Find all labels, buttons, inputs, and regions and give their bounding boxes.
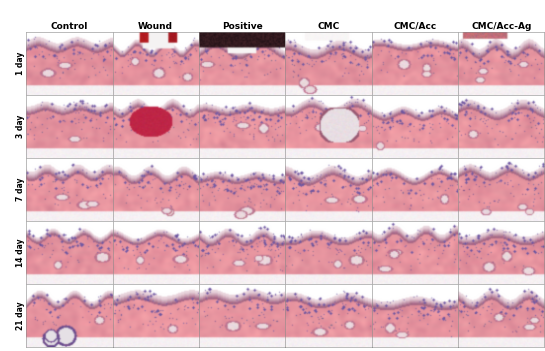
Text: 7 day: 7 day — [16, 178, 25, 201]
Text: 21 day: 21 day — [16, 302, 25, 330]
Text: Control: Control — [51, 21, 88, 31]
Text: CMC/Acc: CMC/Acc — [393, 21, 437, 31]
Text: Positive: Positive — [222, 21, 263, 31]
Text: 14 day: 14 day — [16, 238, 25, 267]
Text: CMC/Acc-Ag: CMC/Acc-Ag — [471, 21, 531, 31]
Text: 3 day: 3 day — [16, 115, 25, 138]
Text: Wound: Wound — [138, 21, 173, 31]
Text: CMC: CMC — [317, 21, 340, 31]
Text: 1 day: 1 day — [16, 52, 25, 75]
